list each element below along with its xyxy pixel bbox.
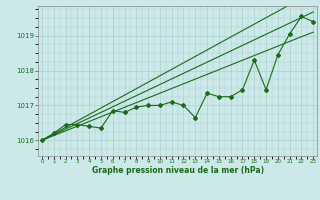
X-axis label: Graphe pression niveau de la mer (hPa): Graphe pression niveau de la mer (hPa): [92, 166, 264, 175]
